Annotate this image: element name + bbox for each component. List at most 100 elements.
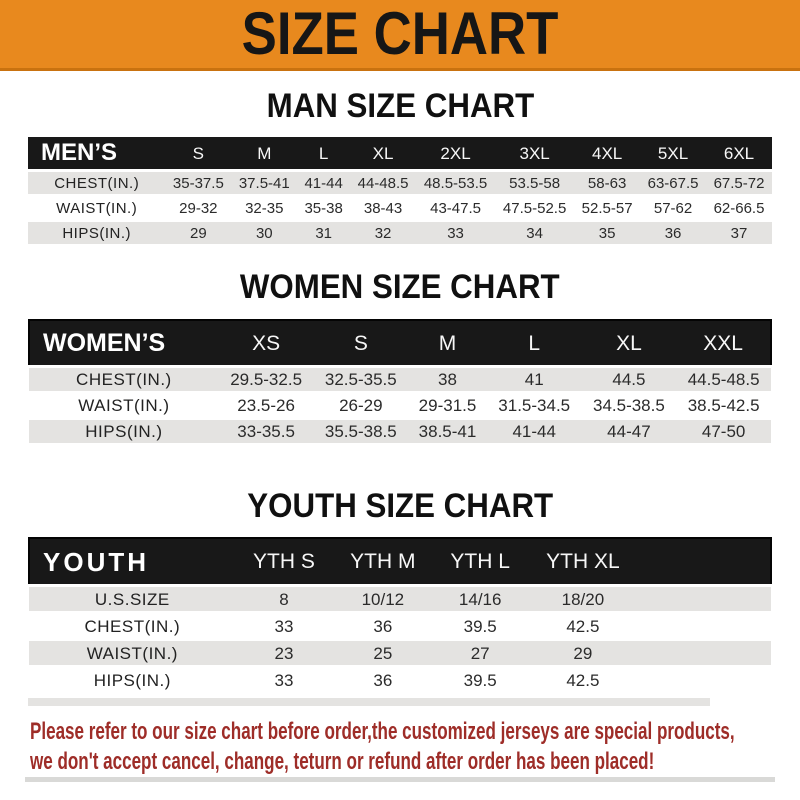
size-value-cell: 27 (433, 639, 527, 668)
size-value-cell: 34 (495, 220, 575, 247)
size-value-cell: 53.5-58 (495, 170, 575, 197)
spacer-cell (638, 666, 771, 695)
size-value-cell: 38-43 (350, 195, 417, 222)
womens-size-table: WOMEN’S XS S M L XL XXL CHEST(IN.) 29.5-32.5 32.5… (28, 319, 772, 446)
size-value-cell: 36 (332, 666, 434, 695)
size-value-cell: 8 (235, 585, 333, 614)
size-column-header: 2XL (416, 137, 496, 172)
size-value-cell: 29-31.5 (408, 392, 487, 420)
measurement-row: HIPS(IN.) 33 36 39.5 42.5 (29, 666, 771, 695)
size-value-cell: 38 (408, 366, 487, 394)
size-column-header: 6XL (706, 137, 772, 172)
size-value-cell: 33 (416, 220, 496, 247)
size-value-cell: 47-50 (676, 418, 771, 446)
size-value-cell: 35.5-38.5 (313, 418, 409, 446)
size-column-header: YTH XL (526, 538, 639, 587)
size-value-cell: 32.5-35.5 (313, 366, 409, 394)
measurement-label: WAIST(IN.) (29, 392, 219, 420)
size-value-cell: 30 (231, 220, 298, 247)
banner-title: SIZE CHART (220, 4, 580, 64)
size-column-header: 4XL (574, 137, 641, 172)
size-value-cell: 25 (332, 639, 434, 668)
heading-man-size-chart: MAN SIZE CHART (266, 87, 534, 125)
size-value-cell: 52.5-57 (574, 195, 641, 222)
size-column-header: XXL (676, 320, 771, 368)
measurement-row: U.S.SIZE 8 10/12 14/16 18/20 (29, 585, 771, 614)
size-value-cell: 32 (350, 220, 417, 247)
size-value-cell: 48.5-53.5 (416, 170, 496, 197)
size-value-cell: 47.5-52.5 (495, 195, 575, 222)
size-value-cell: 38.5-41 (408, 418, 487, 446)
size-value-cell: 37.5-41 (231, 170, 298, 197)
size-column-header: YTH M (332, 538, 434, 587)
measurement-row: CHEST(IN.) 29.5-32.5 32.5-35.5 38 41 44.5 44.5… (29, 366, 771, 394)
size-value-cell: 43-47.5 (416, 195, 496, 222)
spacer-cell (638, 585, 771, 614)
size-column-header: M (231, 137, 298, 172)
size-value-cell: 44.5 (581, 366, 677, 394)
size-value-cell: 14/16 (433, 585, 527, 614)
size-value-cell: 10/12 (332, 585, 434, 614)
size-value-cell: 63-67.5 (640, 170, 707, 197)
size-column-header: 5XL (640, 137, 707, 172)
size-value-cell: 42.5 (526, 666, 639, 695)
size-value-cell: 23.5-26 (218, 392, 314, 420)
disclaimer-line: we don't accept cancel, change, teturn o… (30, 748, 655, 775)
table-corner-label: WOMEN’S (29, 320, 219, 368)
size-column-header: S (313, 320, 409, 368)
size-value-cell: 31 (297, 220, 351, 247)
size-column-header: 3XL (495, 137, 575, 172)
spacer-cell (638, 639, 771, 668)
size-value-cell: 35-38 (297, 195, 351, 222)
measurement-label: HIPS(IN.) (28, 220, 166, 247)
size-value-cell: 34.5-38.5 (581, 392, 677, 420)
size-value-cell: 58-63 (574, 170, 641, 197)
size-chart-banner: SIZE CHART (0, 0, 800, 71)
measurement-row: WAIST(IN.) 23.5-26 26-29 29-31.5 31.5-34.5 34… (29, 392, 771, 420)
size-value-cell: 29.5-32.5 (218, 366, 314, 394)
measurement-row: CHEST(IN.) 35-37.5 37.5-41 41-44 44-48.5 48.5… (28, 170, 772, 197)
size-column-header: XL (581, 320, 677, 368)
size-value-cell: 35-37.5 (165, 170, 232, 197)
size-value-cell: 32-35 (231, 195, 298, 222)
heading-women-size-chart: WOMEN SIZE CHART (240, 268, 560, 306)
size-column-header: L (297, 137, 351, 172)
size-value-cell: 36 (332, 612, 434, 641)
measurement-label: CHEST(IN.) (29, 366, 219, 394)
size-header-row: MEN’S S M L XL 2XL 3XL 4XL 5XL 6XL (28, 137, 772, 172)
size-value-cell: 29-32 (165, 195, 232, 222)
size-value-cell: 44-47 (581, 418, 677, 446)
disclaimer-line: Please refer to our size chart before or… (30, 718, 735, 745)
measurement-label: CHEST(IN.) (29, 612, 236, 641)
size-column-header: XL (350, 137, 417, 172)
size-value-cell: 39.5 (433, 612, 527, 641)
man-size-section: MAN SIZE CHART MEN’S S M L XL 2XL 3XL 4XL 5XL 6XL… (0, 88, 800, 247)
size-value-cell: 62-66.5 (706, 195, 772, 222)
size-value-cell: 33 (235, 612, 333, 641)
spacer-cell (638, 538, 771, 587)
size-value-cell: 31.5-34.5 (486, 392, 582, 420)
measurement-row: CHEST(IN.) 33 36 39.5 42.5 (29, 612, 771, 641)
size-value-cell: 41-44 (486, 418, 582, 446)
size-value-cell: 57-62 (640, 195, 707, 222)
measurement-label: U.S.SIZE (29, 585, 236, 614)
bottom-divider (25, 777, 775, 782)
disclaimer-note: Please refer to our size chart before or… (30, 717, 783, 777)
size-value-cell: 44-48.5 (350, 170, 417, 197)
measurement-label: HIPS(IN.) (29, 666, 236, 695)
size-value-cell: 33-35.5 (218, 418, 314, 446)
measurement-label: CHEST(IN.) (28, 170, 166, 197)
table-corner-label: YOUTH (29, 538, 236, 587)
size-value-cell: 33 (235, 666, 333, 695)
measurement-row: HIPS(IN.) 33-35.5 35.5-38.5 38.5-41 41-44 44-… (29, 418, 771, 446)
size-value-cell: 41-44 (297, 170, 351, 197)
size-header-row: WOMEN’S XS S M L XL XXL (29, 320, 771, 368)
mens-size-table: MEN’S S M L XL 2XL 3XL 4XL 5XL 6XL CHEST(IN.) 35-37… (28, 137, 772, 247)
size-value-cell: 23 (235, 639, 333, 668)
size-column-header: M (408, 320, 487, 368)
size-column-header: L (486, 320, 582, 368)
size-value-cell: 42.5 (526, 612, 639, 641)
size-value-cell: 29 (165, 220, 232, 247)
measurement-label: WAIST(IN.) (29, 639, 236, 668)
size-column-header: XS (218, 320, 314, 368)
